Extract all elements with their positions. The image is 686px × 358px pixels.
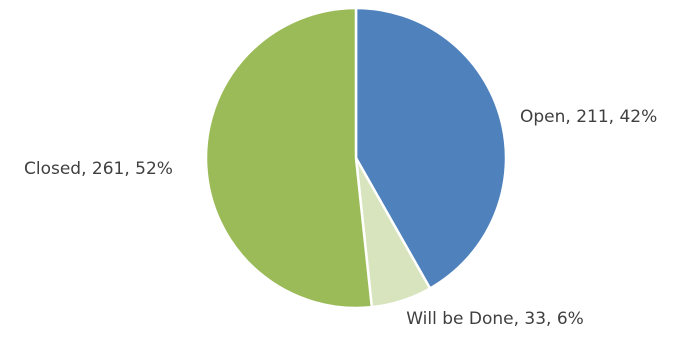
data-label-will-be-done: Will be Done, 33, 6% <box>406 309 584 329</box>
pie-slice-closed <box>204 6 374 310</box>
data-label-open: Open, 211, 42% <box>520 107 658 127</box>
pie-slice-open <box>354 6 508 290</box>
data-label-closed: Closed, 261, 52% <box>24 159 173 179</box>
